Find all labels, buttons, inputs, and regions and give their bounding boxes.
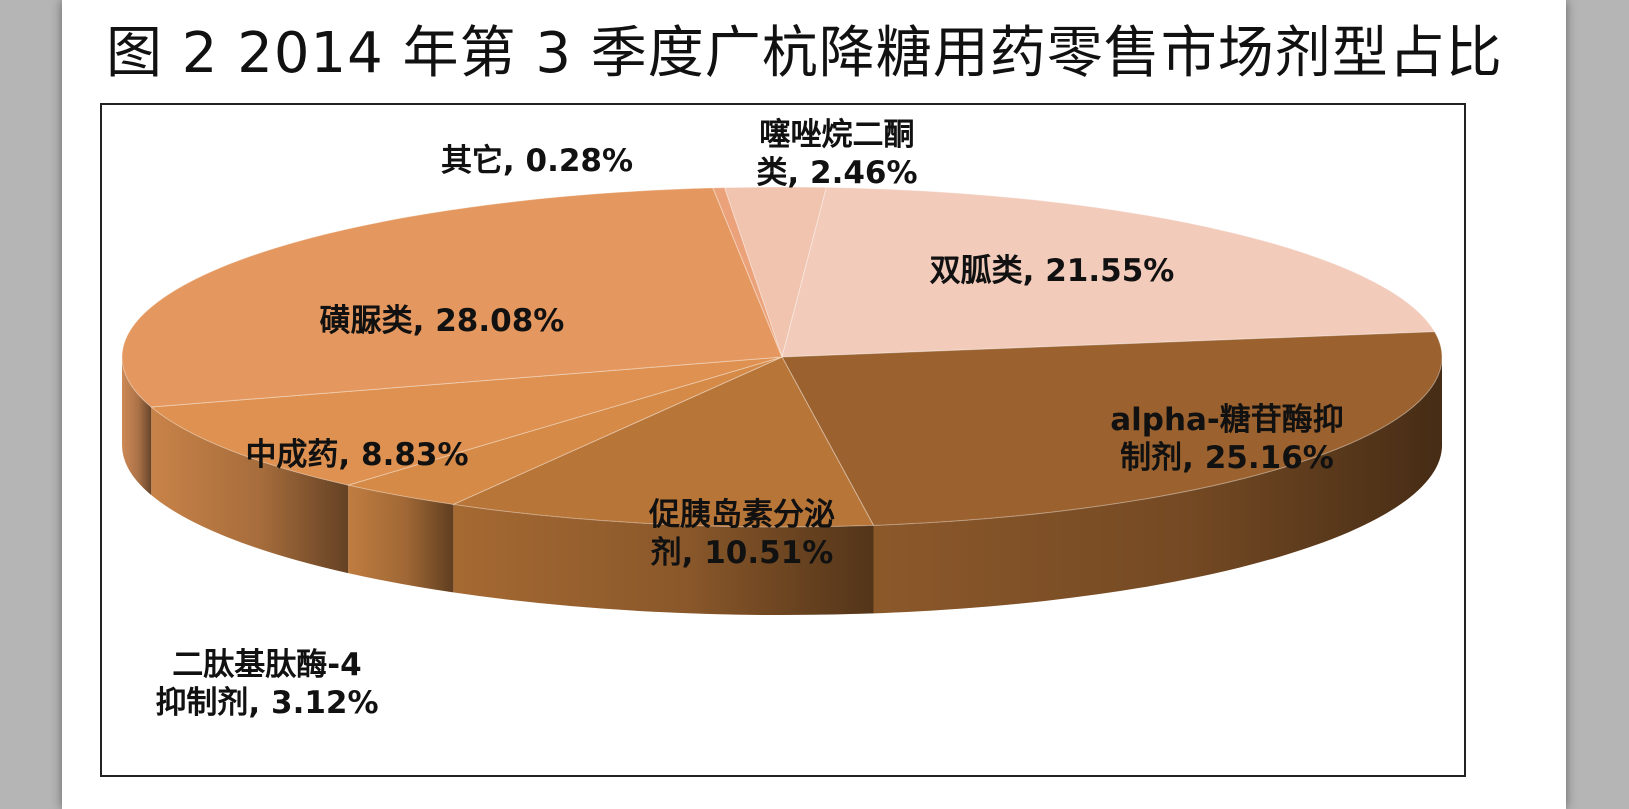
slice-8-label: 其它, 0.28% xyxy=(441,143,633,179)
slice-7-label: 磺脲类, 28.08% xyxy=(320,303,565,339)
slice-6-side-shade xyxy=(151,407,349,574)
slice-7-label-line-1: 磺脲类, 28.08% xyxy=(320,303,565,339)
figure-title: 图 2 2014 年第 3 季度广杭降糖用药零售市场剂型占比 xyxy=(106,21,1503,86)
slice-5-label-line-1: 二肽基肽酶-4 xyxy=(172,647,361,683)
slice-7-top xyxy=(121,187,783,408)
slice-4-label: 促胰岛素分泌剂, 10.51% xyxy=(648,497,835,571)
slice-7-side-shade xyxy=(122,357,152,496)
slice-4-top xyxy=(451,356,875,528)
slice-6-label: 中成药, 8.83% xyxy=(245,437,468,473)
slice-5-label-line-2: 抑制剂, 3.12% xyxy=(155,685,378,721)
slice-3-label-line-1: alpha-糖苷酶抑 xyxy=(1110,402,1344,438)
slice-5-label: 二肽基肽酶-4 抑制剂, 3.12% xyxy=(155,647,378,721)
slice-8-label-line-1: 其它, 0.28% xyxy=(441,143,633,179)
pie-chart: 噻唑烷二酮类, 2.46% 双胍类, 21.55% alpha-糖苷酶抑制剂, 25… xyxy=(121,117,1443,721)
slice-6-label-line-1: 中成药, 8.83% xyxy=(245,437,468,473)
slice-3-side-shade xyxy=(873,357,1442,614)
slice-8-top xyxy=(712,187,783,358)
figure-page: 图 2 2014 年第 3 季度广杭降糖用药零售市场剂型占比 噻唑烷二酮类, 2… xyxy=(62,0,1566,809)
slice-2-top xyxy=(781,186,1436,358)
slice-3-top xyxy=(781,331,1443,526)
pie-chart-frame: 噻唑烷二酮类, 2.46% 双胍类, 21.55% alpha-糖苷酶抑制剂, 25… xyxy=(100,103,1466,777)
slice-4-side-shade xyxy=(453,504,874,615)
slice-4-label-line-2: 剂, 10.51% xyxy=(651,535,834,571)
slice-2-label-line-1: 双胍类, 21.55% xyxy=(930,253,1175,289)
slice-5-side-shade xyxy=(348,485,454,593)
slice-2-label: 双胍类, 21.55% xyxy=(930,253,1175,289)
slice-6-top xyxy=(149,356,783,486)
slice-1-label-line-2: 类, 2.46% xyxy=(756,155,917,191)
slice-1-label-line-1: 噻唑烷二酮 xyxy=(760,117,915,153)
slice-3-label-line-2: 制剂, 25.16% xyxy=(1120,440,1334,476)
slice-4-label-line-1: 促胰岛素分泌 xyxy=(648,497,835,533)
slice-1-label: 噻唑烷二酮类, 2.46% xyxy=(756,117,917,191)
slice-3-label: alpha-糖苷酶抑制剂, 25.16% xyxy=(1110,402,1344,476)
slice-5-top xyxy=(346,356,783,505)
slice-1-top xyxy=(723,186,828,359)
